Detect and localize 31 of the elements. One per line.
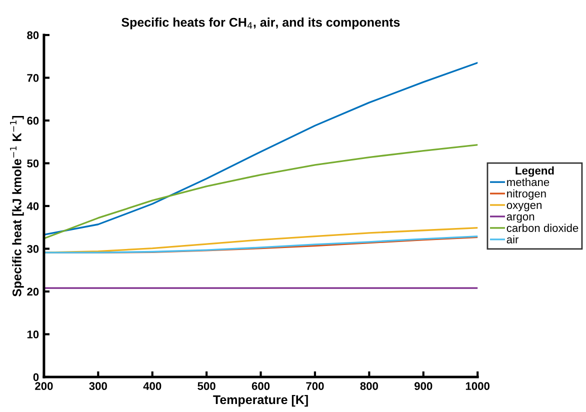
y-tick-label: 60 (27, 116, 39, 125)
x-tick-label: 800 (360, 382, 378, 390)
x-tick-label: 900 (414, 382, 432, 390)
chart-title: Specific heats for CH$_{4}$, air, and its components (122, 18, 400, 30)
x-tick-label: 600 (252, 382, 270, 390)
y-tick-label: 80 (27, 31, 39, 40)
y-tick-label: 70 (27, 74, 39, 82)
y-tick-label: 0 (33, 373, 39, 382)
legend-label: nitrogen (507, 189, 546, 200)
x-tick-label: 500 (198, 382, 216, 390)
line-series (44, 62, 478, 236)
y-tick-label: 30 (26, 245, 39, 253)
legend-label: oxygen (506, 202, 542, 212)
y-tick-label: 40 (26, 202, 39, 210)
x-tick-label: 700 (306, 382, 324, 390)
legend-label: air (506, 235, 519, 244)
y-tick-label: 10 (27, 330, 39, 338)
line-series (44, 226, 478, 254)
y-tick-label: 20 (27, 288, 39, 296)
x-tick-label: 200 (35, 382, 53, 390)
x-tick-label: 400 (143, 382, 162, 390)
legend-label: carbon dioxide (506, 224, 578, 232)
legend-label: argon (506, 214, 534, 223)
legend-title: Legend (516, 166, 554, 177)
x-tick-label: 300 (89, 382, 107, 390)
x-axis-title: Temperature [K] (213, 394, 308, 407)
y-tick-label: 50 (27, 160, 39, 168)
legend-label: methane (507, 178, 550, 186)
x-tick-label: 1000 (466, 382, 490, 390)
line-series (44, 144, 478, 240)
y-axis-title: Specific heat [kJ kmole$^{−1}$ K$^{−1}$] (10, 116, 24, 297)
